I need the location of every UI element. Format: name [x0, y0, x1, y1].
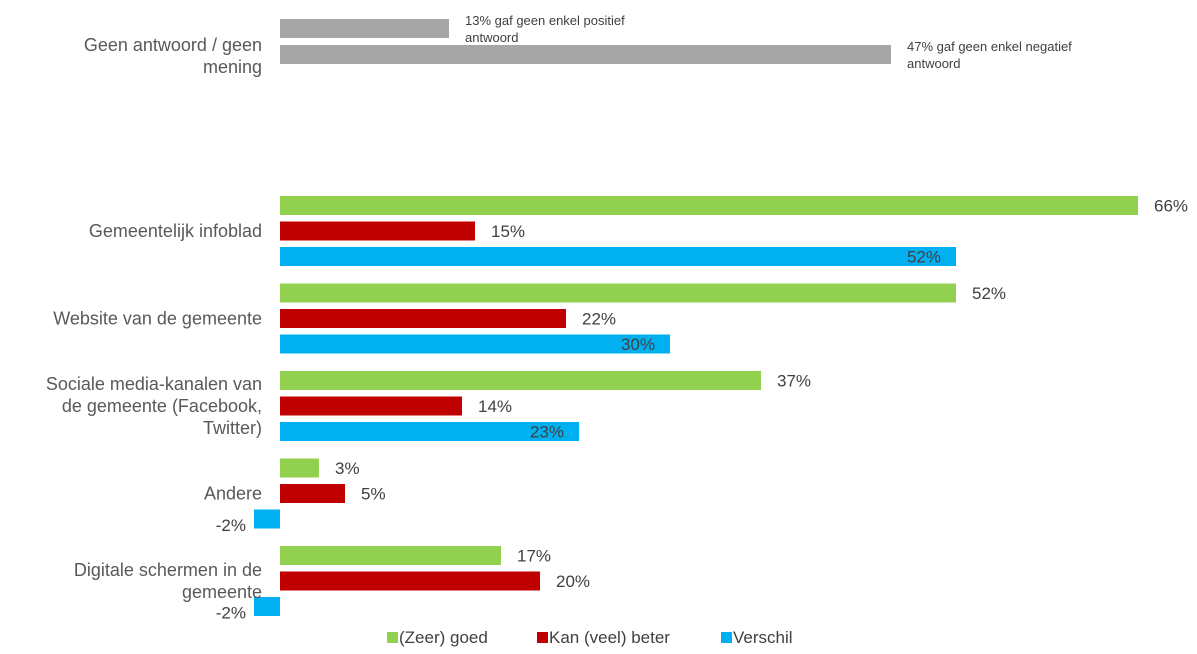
legend-swatch [387, 632, 398, 643]
category-label: Twitter) [203, 418, 262, 438]
note-label: 13% gaf geen enkel positief [465, 13, 625, 28]
data-label: -2% [216, 604, 246, 623]
bar-difference [280, 247, 956, 266]
note-label: antwoord [907, 56, 960, 71]
data-label: 17% [517, 547, 551, 566]
data-label: 23% [530, 423, 564, 442]
data-label: 14% [478, 397, 512, 416]
note-label: antwoord [465, 30, 518, 45]
data-label: 52% [907, 248, 941, 267]
bar-good [280, 283, 956, 303]
category-label: gemeente [182, 582, 262, 602]
legend-label: (Zeer) goed [399, 628, 488, 647]
data-label: 5% [361, 485, 386, 504]
category-label: mening [203, 57, 262, 77]
data-label: 52% [972, 284, 1006, 303]
category-label: Digitale schermen in de [74, 560, 262, 580]
bar-better [280, 571, 540, 591]
bar-difference [280, 334, 670, 354]
data-label: 66% [1154, 197, 1188, 216]
bar-better [280, 221, 475, 241]
legend-swatch [721, 632, 732, 643]
data-label: 22% [582, 310, 616, 329]
data-label: -2% [216, 516, 246, 535]
bar-difference [280, 422, 579, 441]
bar-good [280, 371, 761, 390]
category-label: Andere [204, 484, 262, 504]
legend-swatch [537, 632, 548, 643]
bar-no-answer [280, 19, 449, 38]
data-label: 3% [335, 459, 360, 478]
bar-better [280, 309, 566, 328]
category-label: Geen antwoord / geen [84, 35, 262, 55]
data-label: 37% [777, 372, 811, 391]
bar-good [280, 196, 1138, 215]
bar-difference [254, 509, 280, 529]
bar-difference [254, 597, 280, 616]
category-label: Gemeentelijk infoblad [89, 221, 262, 241]
data-label: 15% [491, 222, 525, 241]
bar-no-answer [280, 45, 891, 64]
category-label: Sociale media-kanalen van [46, 374, 262, 394]
legend-label: Verschil [733, 628, 793, 647]
bar-better [280, 396, 462, 416]
category-label: de gemeente (Facebook, [62, 396, 262, 416]
bar-good [280, 458, 319, 478]
note-label: 47% gaf geen enkel negatief [907, 39, 1072, 54]
data-label: 30% [621, 335, 655, 354]
data-label: 20% [556, 572, 590, 591]
category-label: Website van de gemeente [53, 309, 262, 329]
bar-good [280, 546, 501, 565]
legend-label: Kan (veel) beter [549, 628, 670, 647]
bar-better [280, 484, 345, 503]
